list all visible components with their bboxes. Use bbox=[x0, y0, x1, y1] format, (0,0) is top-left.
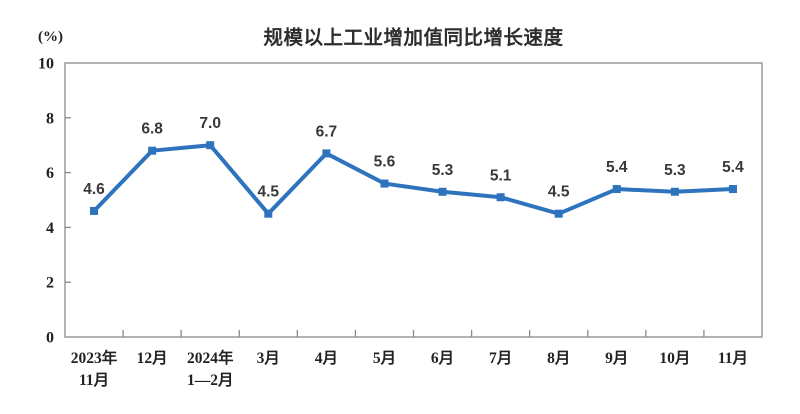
data-point-marker bbox=[554, 209, 563, 218]
y-axis-tick-label: 2 bbox=[46, 275, 54, 292]
x-axis-category-label: 7月 bbox=[489, 349, 512, 367]
data-point-label: 5.1 bbox=[490, 167, 512, 184]
data-point-label: 4.5 bbox=[258, 184, 280, 201]
data-point-label: 5.4 bbox=[722, 159, 744, 176]
data-point-marker bbox=[612, 185, 621, 194]
data-point-marker bbox=[90, 206, 99, 215]
data-line bbox=[92, 143, 735, 216]
x-axis-category-label: 10月 bbox=[659, 349, 690, 367]
chart-title: 规模以上工业增加值同比增长速度 bbox=[263, 27, 564, 49]
y-axis-tick-label: 0 bbox=[46, 330, 54, 347]
data-point-marker bbox=[670, 187, 679, 196]
data-point-label: 5.4 bbox=[606, 159, 628, 176]
data-point-label: 6.8 bbox=[141, 121, 163, 138]
data-point-label: 4.6 bbox=[83, 181, 105, 198]
data-point-label: 5.3 bbox=[664, 162, 686, 179]
data-point-label: 5.3 bbox=[432, 162, 454, 179]
y-axis-tick-label: 8 bbox=[46, 110, 54, 127]
x-axis-category-label: 2023年 bbox=[71, 348, 118, 367]
data-point-marker bbox=[264, 209, 273, 218]
data-point-marker bbox=[322, 149, 331, 158]
y-axis-tick-label: 10 bbox=[38, 56, 54, 73]
x-axis-category-label: 8月 bbox=[547, 349, 570, 367]
x-axis-category-label: 11月 bbox=[718, 349, 748, 367]
data-point-marker bbox=[496, 193, 505, 202]
data-point-label: 6.7 bbox=[316, 123, 338, 140]
data-point-marker bbox=[206, 141, 215, 150]
x-axis-category-label: 6月 bbox=[431, 349, 454, 367]
data-point-marker bbox=[148, 146, 157, 155]
y-axis-tick-label: 6 bbox=[46, 165, 54, 182]
x-axis-category-label: 12月 bbox=[137, 349, 168, 367]
data-point-marker bbox=[438, 187, 447, 196]
plot-border bbox=[64, 62, 763, 338]
data-point-label: 4.5 bbox=[548, 184, 570, 201]
y-axis-unit-label: (%) bbox=[38, 29, 63, 45]
y-axis-tick-label: 4 bbox=[46, 220, 54, 237]
data-point-label: 7.0 bbox=[199, 115, 221, 132]
x-axis-category-label: 9月 bbox=[605, 349, 628, 367]
x-axis-category-label: 3月 bbox=[257, 349, 280, 367]
x-axis-category-label: 5月 bbox=[373, 349, 396, 367]
data-point-marker bbox=[728, 185, 737, 194]
x-axis-category-label: 11月 bbox=[79, 371, 109, 389]
x-axis-category-label: 1—2月 bbox=[187, 371, 234, 389]
data-point-marker bbox=[380, 179, 389, 188]
x-axis-category-label: 4月 bbox=[315, 349, 338, 367]
x-axis-category-label: 2024年 bbox=[187, 348, 234, 367]
data-point-label: 5.6 bbox=[374, 154, 396, 171]
